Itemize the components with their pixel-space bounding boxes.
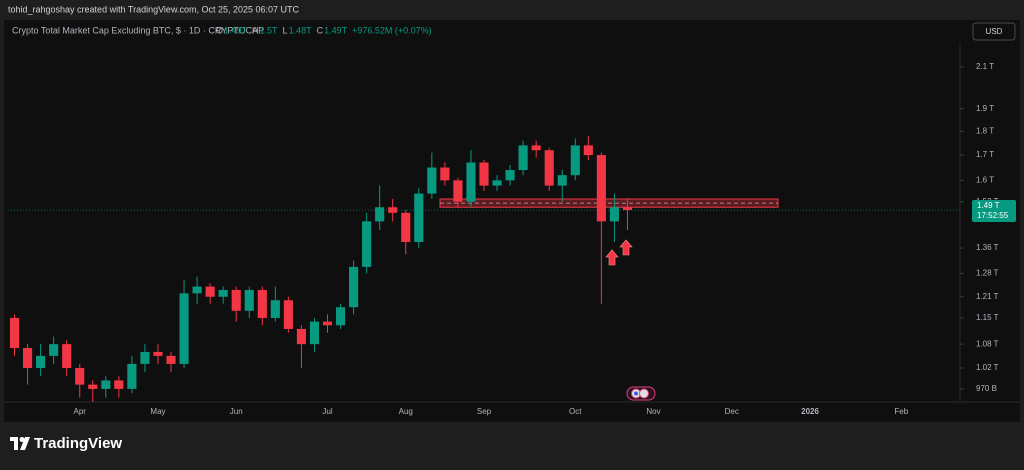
y-tick-label: 1.02 T <box>976 363 999 372</box>
currency-label[interactable]: USD <box>986 27 1003 36</box>
legend-value: 1.49T <box>224 25 248 35</box>
brand-logo <box>10 437 30 450</box>
candle-body <box>101 380 111 389</box>
candle-body <box>570 145 580 176</box>
y-tick-label: 1.28 T <box>976 268 999 277</box>
y-tick-label: 1.9 T <box>976 104 994 113</box>
ohlc-legend: O 1.49T H 1.5T L 1.48T C 1.49T +976.52M (+0.07%) <box>216 25 432 35</box>
candle-body <box>166 355 176 364</box>
candle-body <box>362 221 372 267</box>
legend-value: 1.48T <box>289 25 313 35</box>
candle-body <box>609 207 619 222</box>
arrow-annotation <box>619 239 633 256</box>
x-tick-label: Jul <box>322 407 332 416</box>
candle-body <box>453 180 463 202</box>
y-tick-label: 1.8 T <box>976 126 994 135</box>
candle-body <box>88 384 98 389</box>
last-price-label: 1.49 T <box>977 201 1000 210</box>
chart-panel <box>4 20 1020 422</box>
candle-body <box>9 317 20 349</box>
candle-body <box>414 193 424 242</box>
x-tick-label: Jun <box>230 407 243 416</box>
legend-key: O <box>216 25 223 35</box>
candle-body <box>557 175 567 186</box>
x-tick-label: 2026 <box>801 407 819 416</box>
last-price-box <box>972 200 1016 223</box>
y-tick-label: 2.1 T <box>976 62 994 71</box>
candle-body <box>283 300 293 329</box>
candle-body <box>388 207 398 213</box>
y-tick-label: 1.7 T <box>976 150 994 159</box>
candle-body <box>401 212 411 242</box>
y-tick-label: 1.15 T <box>976 313 999 322</box>
candle-body <box>479 162 489 186</box>
x-tick-label: Feb <box>894 407 908 416</box>
legend-change: +976.52M (+0.07%) <box>352 25 432 35</box>
legend-value: 1.5T <box>260 25 279 35</box>
candle-body <box>127 363 137 389</box>
y-tick-label: 1.21 T <box>976 292 999 301</box>
x-tick-label: Oct <box>569 407 582 416</box>
candle-body <box>349 266 359 308</box>
candle-body <box>114 380 124 389</box>
event-icon[interactable] <box>626 386 656 401</box>
candle-body <box>205 286 215 297</box>
candle-body <box>257 289 267 318</box>
x-tick-label: Aug <box>399 407 413 416</box>
candle-body <box>518 145 528 171</box>
candle-body <box>75 367 85 385</box>
countdown: 17:52:55 <box>977 211 1009 220</box>
y-tick-label: 1.08 T <box>976 339 999 348</box>
candle-body <box>153 351 163 356</box>
candle-body <box>544 150 554 186</box>
candle-body <box>596 155 606 222</box>
legend-value: 1.49T <box>324 25 348 35</box>
candle-body <box>296 328 306 345</box>
candle-body <box>192 286 202 294</box>
candle-body <box>140 351 150 364</box>
legend-key: H <box>252 25 259 35</box>
candle-body <box>179 293 189 364</box>
candle-body <box>492 180 502 186</box>
candle-body <box>375 207 385 222</box>
x-tick-label: Dec <box>725 407 739 416</box>
candle-body <box>218 289 228 297</box>
author-line: tohid_rahgoshay created with TradingView… <box>8 4 300 14</box>
plot-area: 970 B 1.02 T 1.08 T 1.15 T 1.21 T 1.28 T 1.36 … <box>8 62 1016 416</box>
x-tick-label: May <box>150 407 165 416</box>
legend-key: C <box>317 25 324 35</box>
y-tick-label: 1.6 T <box>976 175 994 184</box>
candle-body <box>62 344 72 368</box>
candle-body <box>335 307 346 326</box>
candle-body <box>440 167 450 181</box>
y-tick-label: 970 B <box>976 384 997 393</box>
candle-body <box>531 145 541 151</box>
y-tick-label: 1.36 T <box>976 243 999 252</box>
candle-body <box>36 355 46 368</box>
candle-body <box>309 321 320 345</box>
currency-button[interactable] <box>972 22 1016 41</box>
candle-body <box>322 321 333 326</box>
candle-body <box>22 348 33 368</box>
brand-name: TradingView <box>34 435 122 452</box>
symbol-title: Crypto Total Market Cap Excluding BTC, $… <box>12 25 264 35</box>
candle-body <box>583 145 593 156</box>
candle-body <box>49 344 59 356</box>
candle-body <box>505 170 515 181</box>
candle-body <box>244 289 254 311</box>
candle-body <box>231 289 241 311</box>
candle-body <box>622 207 633 211</box>
x-tick-label: Sep <box>477 407 492 416</box>
legend-key: L <box>283 25 288 35</box>
arrow-annotation <box>605 249 619 266</box>
candle-body <box>466 162 476 202</box>
candle-body <box>270 300 280 318</box>
x-tick-label: Nov <box>646 407 660 416</box>
candle-body <box>427 167 437 194</box>
x-tick-label: Apr <box>73 407 86 416</box>
